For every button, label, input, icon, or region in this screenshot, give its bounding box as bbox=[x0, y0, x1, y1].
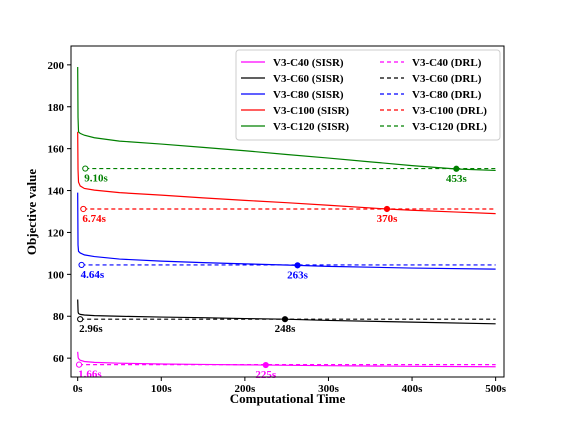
series-line-4 bbox=[77, 66, 496, 172]
annotation-label-1: 225s bbox=[255, 369, 277, 381]
drl-time-marker-6 bbox=[80, 205, 87, 213]
annotation-label-4: 4.64s bbox=[81, 269, 105, 281]
drl-time-marker-2 bbox=[77, 316, 84, 323]
y-tick-label-7: 200 bbox=[48, 60, 65, 72]
annotation-label-9: 453s bbox=[446, 173, 468, 185]
annotation-label-7: 370s bbox=[377, 213, 399, 225]
x-axis-ticks: 0s 100s 200s 300s 400s 500s bbox=[73, 377, 507, 395]
series-line-2 bbox=[77, 192, 496, 270]
y-axis-label: Objective value bbox=[24, 169, 39, 256]
drl-time-marker-8 bbox=[82, 165, 89, 172]
series-layer bbox=[77, 66, 496, 368]
plot-frame bbox=[70, 45, 505, 378]
sisr-time-marker-1 bbox=[262, 361, 269, 369]
y-tick-label-6: 180 bbox=[48, 102, 65, 114]
y-tick-label-4: 140 bbox=[48, 186, 65, 198]
legend-entry-0: V3-C40 (SISR) bbox=[273, 57, 344, 69]
x-tick-label-4: 400s bbox=[402, 383, 424, 395]
legend: V3-C40 (SISR) V3-C60 (SISR) V3-C80 (SISR) V… bbox=[235, 49, 501, 141]
sisr-time-marker-7 bbox=[383, 205, 391, 213]
x-tick-label-3: 300s bbox=[318, 383, 340, 395]
y-tick-label-2: 100 bbox=[48, 269, 65, 281]
drl-time-marker-0 bbox=[75, 361, 83, 368]
legend-entry-2: V3-C80 (SISR) bbox=[273, 89, 344, 101]
annotation-label-0: 1.66s bbox=[78, 369, 102, 381]
y-tick-label-1: 80 bbox=[53, 311, 65, 323]
x-tick-label-2: 200s bbox=[234, 383, 256, 395]
y-tick-label-0: 60 bbox=[53, 353, 65, 365]
legend-box bbox=[235, 49, 501, 141]
legend-entry-5: V3-C40 (DRL) bbox=[412, 57, 482, 69]
legend-entry-6: V3-C60 (DRL) bbox=[412, 73, 482, 85]
y-tick-label-3: 120 bbox=[48, 227, 65, 239]
annotation-label-2: 2.96s bbox=[79, 323, 103, 335]
x-tick-label-1: 100s bbox=[151, 383, 173, 395]
sisr-time-marker-3 bbox=[281, 316, 289, 323]
sisr-time-marker-5 bbox=[294, 262, 301, 269]
annotation-label-6: 6.74s bbox=[82, 213, 106, 225]
drl-time-marker-4 bbox=[78, 261, 85, 269]
legend-entry-9: V3-C120 (DRL) bbox=[412, 121, 487, 133]
marker-layer: 1.66s 225s 2.96s 248s 4.64s 263s 6.74s 370s 9.10… bbox=[75, 165, 468, 381]
series-line-0 bbox=[77, 351, 496, 368]
annotation-label-5: 263s bbox=[287, 269, 309, 281]
annotation-label-8: 9.10s bbox=[84, 173, 108, 185]
x-axis-label: Computational Time bbox=[230, 391, 346, 406]
series-line-1 bbox=[77, 299, 496, 325]
series-line-3 bbox=[77, 131, 496, 215]
legend-entry-1: V3-C60 (SISR) bbox=[273, 73, 344, 85]
x-tick-label-0: 0s bbox=[73, 383, 84, 395]
legend-entry-7: V3-C80 (DRL) bbox=[412, 89, 482, 101]
legend-entry-3: V3-C100 (SISR) bbox=[273, 105, 349, 117]
y-tick-label-5: 160 bbox=[48, 144, 65, 156]
y-axis-ticks: 60 80 100 120 140 160 180 200 bbox=[48, 60, 71, 365]
legend-entry-8: V3-C100 (DRL) bbox=[412, 105, 487, 117]
legend-entry-4: V3-C120 (SISR) bbox=[273, 121, 349, 133]
sisr-time-marker-9 bbox=[453, 165, 460, 172]
x-tick-label-5: 500s bbox=[485, 383, 507, 395]
annotation-label-3: 248s bbox=[275, 323, 297, 335]
